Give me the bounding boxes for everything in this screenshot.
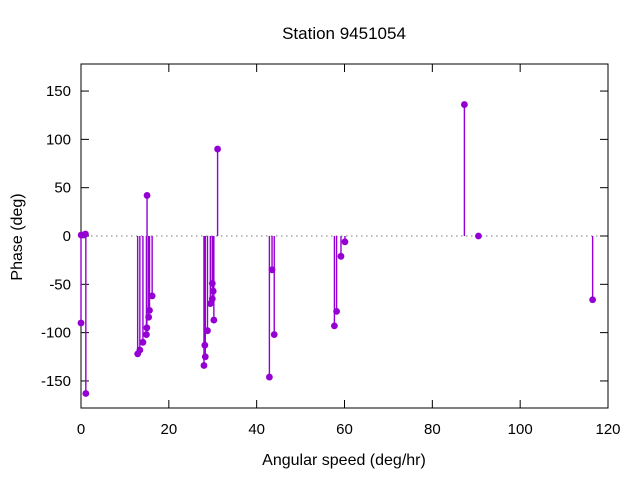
data-point-dot <box>201 353 209 361</box>
x-tick-label: 40 <box>248 421 265 438</box>
y-tick-label: -50 <box>49 276 71 293</box>
x-tick-label: 120 <box>595 421 620 438</box>
data-point-dot <box>208 295 216 303</box>
x-tick-label: 60 <box>336 421 353 438</box>
y-tick-label: 150 <box>46 83 71 100</box>
axes-layer: 0 20 40 60 80 100 120 -150 -100 -50 0 50 100 150 <box>41 63 621 438</box>
data-point-dot <box>143 192 151 199</box>
data-point-dot <box>460 101 468 108</box>
y-tick-label: 100 <box>46 131 71 148</box>
data-point-dot <box>148 292 156 300</box>
data-point-dot <box>136 346 144 354</box>
data-point-dot <box>143 331 150 338</box>
data-point-dot <box>145 313 153 321</box>
data-point-dot <box>266 373 273 381</box>
data-point-dot <box>214 145 221 153</box>
y-tick-label: 50 <box>54 180 71 197</box>
y-tick-label: -100 <box>41 325 71 342</box>
x-tick-label: 100 <box>508 421 533 438</box>
x-axis-label: Angular speed (deg/hr) <box>262 452 426 469</box>
data-point-dot <box>337 252 345 260</box>
data-point-dot <box>139 338 147 346</box>
data-point-dot <box>146 307 153 314</box>
data-point-dot <box>82 390 90 397</box>
chart-title: Station 9451054 <box>282 24 406 43</box>
y-tick-label: -150 <box>41 373 71 390</box>
data-point-dot <box>208 279 216 287</box>
data-point-dot <box>201 341 209 349</box>
x-tick-label: 80 <box>424 421 441 438</box>
x-tick-label: 20 <box>160 421 177 438</box>
data-point-dot <box>333 307 340 315</box>
data-point-dot <box>204 327 211 335</box>
data-point-dot <box>341 238 349 246</box>
y-axis-label: Phase (deg) <box>9 193 26 280</box>
data-point-dot <box>589 296 597 304</box>
data-series-layer <box>77 101 597 397</box>
data-point-dot <box>143 324 151 332</box>
y-tick-label: 0 <box>63 228 71 245</box>
data-point-dot <box>330 322 338 330</box>
data-point-dot <box>475 232 482 240</box>
x-tick-label: 0 <box>77 421 85 438</box>
data-point-dot <box>77 319 85 327</box>
data-point-dot <box>270 331 278 338</box>
data-point-dot <box>210 316 218 324</box>
data-point-dot <box>82 230 89 238</box>
data-point-dot <box>200 362 208 369</box>
